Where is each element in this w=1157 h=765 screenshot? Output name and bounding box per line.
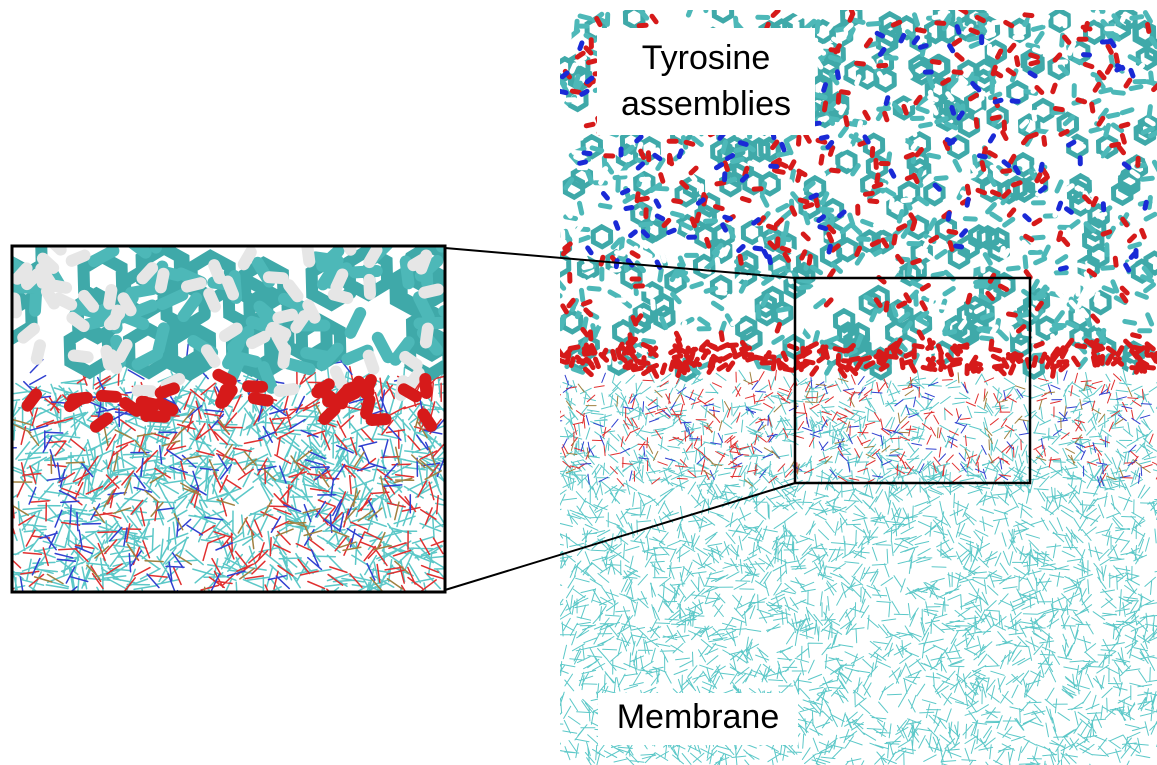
label: Membrane <box>617 698 780 736</box>
zoom-inset <box>0 226 466 610</box>
label: assemblies <box>621 85 791 123</box>
label: Tyrosine <box>642 39 771 77</box>
figure: Tyrosine assemblies Membrane <box>0 0 1157 765</box>
